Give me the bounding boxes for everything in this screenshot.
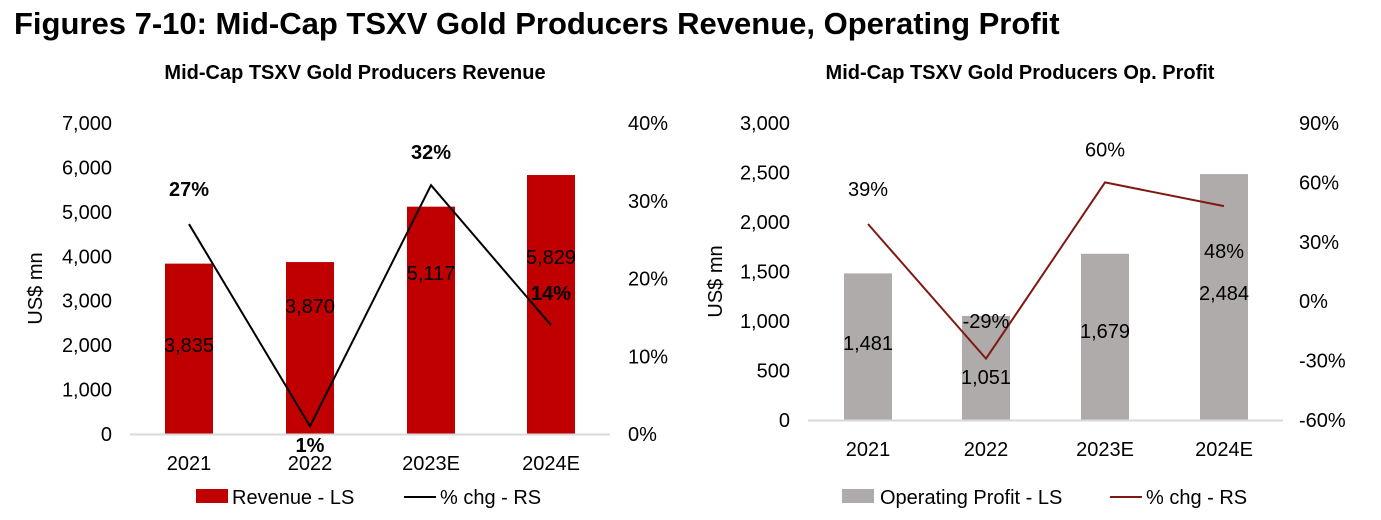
op-profit-bar: [1081, 253, 1129, 420]
revenue-bar: [286, 262, 334, 434]
op-profit-left-tick-label: 1,500: [740, 262, 790, 284]
op-profit-line-value-label: 48%: [1204, 241, 1244, 263]
revenue-right-tick-label: 0%: [628, 424, 657, 446]
revenue-left-tick-label: 2,000: [62, 335, 112, 357]
op-profit-category-label: 2024E: [1195, 439, 1253, 461]
op-profit-legend-line-label: % chg - RS: [1146, 487, 1247, 509]
revenue-legend-bar-label: Revenue - LS: [232, 487, 354, 509]
revenue-legend-bar-swatch: [196, 489, 228, 503]
op-profit-right-tick-label: -30%: [1299, 351, 1346, 373]
revenue-left-tick-label: 0: [101, 424, 112, 446]
op-profit-line-value-label: 39%: [848, 179, 888, 201]
op-profit-line-value-label: 60%: [1085, 139, 1125, 161]
revenue-right-tick-label: 40%: [628, 113, 668, 135]
op-profit-left-tick-label: 500: [757, 361, 790, 383]
op-profit-left-tick-label: 0: [779, 410, 790, 432]
page-title: Figures 7-10: Mid-Cap TSXV Gold Producer…: [14, 6, 1060, 41]
op-profit-chart-title: Mid-Cap TSXV Gold Producers Op. Profit: [825, 62, 1215, 84]
op-profit-bar: [844, 273, 892, 420]
revenue-right-tick-label: 10%: [628, 346, 668, 368]
revenue-category-label: 2021: [167, 453, 212, 475]
op-profit-legend-bar-label: Operating Profit - LS: [880, 487, 1062, 509]
revenue-line-value-label: 27%: [169, 179, 209, 201]
revenue-bar-value-label: 3,870: [285, 296, 335, 318]
op-profit-legend-bar-swatch: [842, 489, 874, 503]
op-profit-category-label: 2023E: [1076, 439, 1134, 461]
revenue-bar-value-label: 5,829: [526, 247, 576, 269]
revenue-category-label: 2024E: [522, 453, 580, 475]
op-profit-bar: [1200, 174, 1248, 420]
op-profit-category-label: 2022: [964, 439, 1009, 461]
revenue-right-tick-label: 20%: [628, 269, 668, 291]
op-profit-bar-value-label: 1,679: [1080, 321, 1130, 343]
revenue-left-tick-label: 3,000: [62, 291, 112, 313]
revenue-left-tick-label: 1,000: [62, 380, 112, 402]
revenue-line-value-label: 1%: [296, 435, 325, 457]
revenue-bar-value-label: 3,835: [164, 335, 214, 357]
revenue-bar-value-label: 5,117: [407, 263, 456, 285]
revenue-pct-change-line: [188, 183, 552, 429]
revenue-bar: [165, 263, 213, 434]
op-profit-left-tick-label: 2,500: [740, 163, 790, 185]
op-profit-right-tick-label: 90%: [1299, 113, 1339, 135]
revenue-category-label: 2023E: [402, 453, 460, 475]
op-profit-right-tick-label: 0%: [1299, 291, 1328, 313]
op-profit-bar-value-label: 1,481: [843, 333, 893, 355]
op-profit-line-value-label: -29%: [963, 311, 1010, 333]
revenue-line-value-label: 32%: [411, 142, 451, 164]
revenue-chart-title: Mid-Cap TSXV Gold Producers Revenue: [164, 62, 546, 84]
op-profit-pct-change-line: [867, 181, 1225, 361]
op-profit-bar-value-label: 1,051: [961, 367, 1011, 389]
op-profit-y-axis-label: US$ mn: [705, 245, 727, 317]
revenue-left-tick-label: 4,000: [62, 246, 112, 268]
revenue-legend-line-label: % chg - RS: [440, 487, 541, 509]
revenue-bar: [407, 206, 455, 434]
op-profit-right-tick-label: 30%: [1299, 232, 1339, 254]
revenue-category-label: 2022: [288, 453, 333, 475]
op-profit-bar-value-label: 2,484: [1199, 283, 1249, 305]
revenue-left-tick-label: 5,000: [62, 202, 112, 224]
revenue-line-value-label: 14%: [531, 283, 571, 305]
revenue-left-tick-label: 7,000: [62, 113, 112, 135]
op-profit-left-tick-label: 1,000: [740, 311, 790, 333]
revenue-right-tick-label: 30%: [628, 191, 668, 213]
revenue-bar: [527, 175, 575, 434]
revenue-left-tick-label: 6,000: [62, 157, 112, 179]
op-profit-left-tick-label: 2,000: [740, 212, 790, 234]
op-profit-right-tick-label: 60%: [1299, 172, 1339, 194]
revenue-y-axis-label: US$ mn: [25, 252, 47, 324]
op-profit-category-label: 2021: [846, 439, 891, 461]
op-profit-right-tick-label: -60%: [1299, 410, 1346, 432]
op-profit-left-tick-label: 3,000: [740, 113, 790, 135]
